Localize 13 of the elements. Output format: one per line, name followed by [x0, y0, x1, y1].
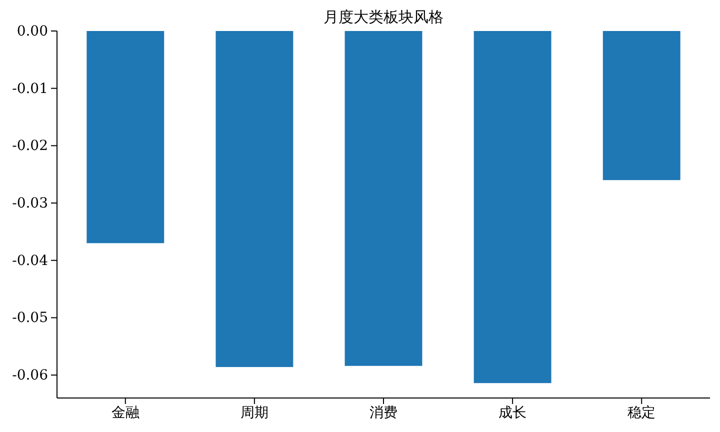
- y-tick-label: -0.03: [12, 196, 48, 212]
- chart-title: 月度大类板块风格: [324, 8, 444, 26]
- x-tick-label: 消费: [370, 404, 398, 421]
- x-tick-label: 稳定: [628, 404, 656, 421]
- x-tick-label: 成长: [498, 404, 527, 421]
- y-tick-label: -0.01: [12, 80, 48, 97]
- y-tick-label: -0.05: [12, 310, 48, 326]
- x-tick-label: 金融: [111, 404, 140, 421]
- y-tick-label: -0.04: [12, 252, 48, 269]
- y-tick-label: -0.06: [12, 368, 48, 384]
- y-tick-label: 0.00: [16, 23, 48, 40]
- y-tick-label: -0.02: [12, 138, 48, 154]
- x-tick-label: 周期: [240, 404, 268, 421]
